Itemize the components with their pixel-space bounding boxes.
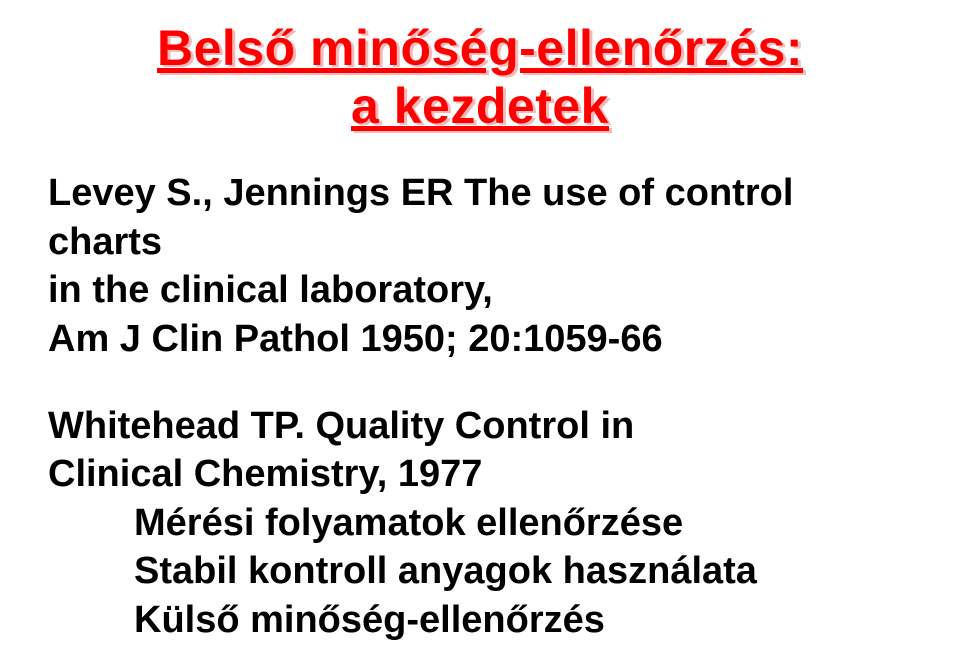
bullet-2: Stabil kontroll anyagok használata [48, 547, 912, 596]
title-line-2: a kezdetek [351, 78, 609, 136]
title-line-2-text: a kezdetek [351, 78, 609, 134]
reference-1: Levey S., Jennings ER The use of control… [48, 169, 912, 364]
ref1-line1: Levey S., Jennings ER The use of control… [48, 169, 912, 266]
bullet-3: Külső minőség-ellenőrzés [48, 596, 912, 645]
title-block: Belső minőség-ellenőrzés: a kezdetek [48, 20, 912, 135]
bullet-1: Mérési folyamatok ellenőrzése [48, 499, 912, 548]
ref2-line1: Whitehead TP. Quality Control in [48, 402, 912, 451]
ref1-line2: in the clinical laboratory, [48, 266, 912, 315]
reference-2: Whitehead TP. Quality Control in Clinica… [48, 402, 912, 499]
ref2-line2: Clinical Chemistry, 1977 [48, 450, 912, 499]
ref1-line3: Am J Clin Pathol 1950; 20:1059-66 [48, 315, 912, 364]
body-text: Levey S., Jennings ER The use of control… [48, 169, 912, 645]
slide: Belső minőség-ellenőrzés: a kezdetek Lev… [0, 0, 960, 647]
title-line-1-text: Belső minőség-ellenőrzés: [157, 20, 803, 76]
title-line-1: Belső minőség-ellenőrzés: [157, 20, 803, 78]
